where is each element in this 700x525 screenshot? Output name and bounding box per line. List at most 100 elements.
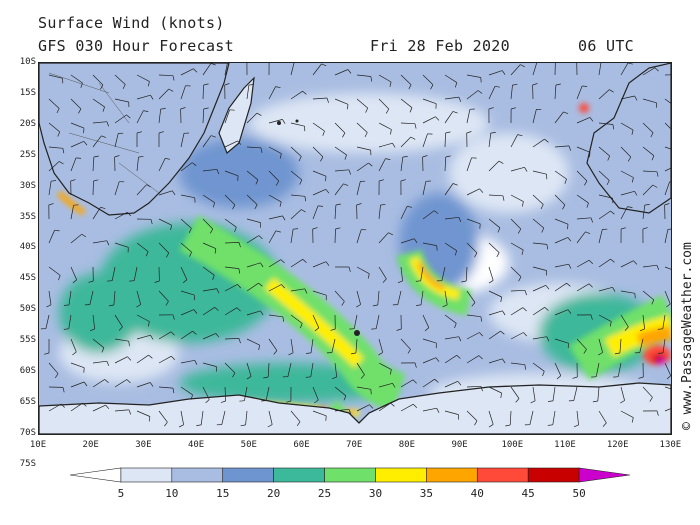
wind-barb <box>114 356 128 364</box>
wind-barb-flag <box>502 358 506 364</box>
wind-barb-flag <box>288 352 294 356</box>
wind-barb <box>48 230 55 244</box>
wind-barb-flag <box>330 328 336 331</box>
wind-barb <box>378 266 387 280</box>
credit-text: © www.PassageWeather.com <box>680 242 695 430</box>
wind-barb <box>510 64 521 76</box>
wind-barb <box>356 122 368 133</box>
wind-barb <box>312 188 326 196</box>
legend-value: 25 <box>317 487 332 500</box>
wind-barb-flag <box>642 227 648 230</box>
wind-barb <box>224 338 240 340</box>
wind-barb-flag <box>466 131 472 134</box>
wind-barb <box>597 386 600 402</box>
lat-label: 65S <box>19 396 36 407</box>
wind-barb-flag <box>325 261 330 266</box>
wind-barb <box>334 386 347 397</box>
wind-barb <box>664 181 670 196</box>
wind-barb <box>466 90 479 100</box>
wind-barb-flag <box>191 162 197 166</box>
wind-barb <box>664 167 671 172</box>
wind-barb-flag <box>627 156 632 162</box>
wind-barb <box>268 119 283 124</box>
wind-barb <box>48 181 52 196</box>
wind-barb <box>136 290 142 305</box>
wind-barb <box>334 408 349 412</box>
wind-barb <box>114 338 129 342</box>
wind-barb <box>510 266 522 278</box>
wind-barb <box>158 190 173 196</box>
wind-barb-flag <box>314 399 319 404</box>
wind-barb <box>422 133 428 148</box>
wind-barb <box>334 122 346 134</box>
wind-barb-flag <box>104 379 109 383</box>
wind-barb <box>92 379 105 388</box>
wind-barb <box>378 98 390 110</box>
wind-barb <box>92 180 94 196</box>
wind-barb-flag <box>502 195 505 201</box>
wind-barb-flag <box>546 336 550 342</box>
wind-barb <box>224 218 237 228</box>
wind-barb-flag <box>154 280 160 283</box>
wind-barb <box>246 146 262 149</box>
wind-barb-flag <box>650 132 654 138</box>
wind-barb-flag <box>474 420 478 426</box>
wind-barb-flag <box>545 285 550 290</box>
wind-barb-flag <box>258 345 260 351</box>
wind-barb <box>466 355 480 364</box>
wind-barb-flag <box>585 231 591 235</box>
wind-barb-flag <box>81 233 87 238</box>
wind-barb-flag <box>562 204 566 210</box>
wind-barb <box>400 379 414 388</box>
wind-barb-flag <box>524 364 526 370</box>
wind-barb <box>378 74 392 83</box>
wind-barb-flag <box>544 138 549 143</box>
wind-barb <box>422 378 435 388</box>
lon-label: 110E <box>554 440 576 450</box>
wind-barb <box>444 111 454 124</box>
wind-barb-flag <box>620 400 625 404</box>
wind-barb <box>400 338 411 350</box>
wind-barb <box>136 110 144 124</box>
wind-barb <box>397 290 402 305</box>
wind-barb <box>92 98 105 108</box>
wind-barb <box>642 122 654 133</box>
wind-barb-flag <box>293 228 299 230</box>
wind-barb <box>114 379 127 388</box>
wind-barb <box>202 84 204 100</box>
wind-barb <box>331 338 336 353</box>
wind-barb <box>444 336 459 340</box>
wind-barb-flag <box>627 63 633 65</box>
wind-barb-flag <box>170 225 172 231</box>
wind-barb-flag <box>567 309 572 314</box>
wind-barb-flag <box>136 304 141 308</box>
wind-barb <box>598 194 613 199</box>
wind-barb <box>510 362 525 366</box>
wind-barb <box>576 410 579 425</box>
wind-barb-flag <box>279 201 282 207</box>
wind-barb-flag <box>216 288 220 294</box>
wind-barb-flag <box>458 336 462 342</box>
wind-barb-flag <box>435 116 440 121</box>
wind-barb-flag <box>44 352 50 355</box>
wind-barb <box>290 146 302 157</box>
lat-label: 70S <box>19 427 36 438</box>
wind-barb-flag <box>150 219 153 225</box>
wind-barb <box>620 260 634 268</box>
wind-barb-flag <box>589 117 594 122</box>
wind-barb <box>488 194 504 197</box>
wind-barb <box>180 68 194 76</box>
wind-barb-flag <box>656 171 659 177</box>
wind-barb <box>202 386 210 400</box>
wind-barb <box>224 140 238 148</box>
wind-barb <box>180 85 186 100</box>
wind-barb <box>312 205 319 220</box>
wind-barb-flag <box>48 203 54 206</box>
wind-barb <box>576 170 588 182</box>
wind-barb <box>620 314 629 328</box>
wind-barb <box>180 133 185 148</box>
wind-barb <box>529 410 534 425</box>
wind-barb-flag <box>75 157 82 159</box>
wind-barb <box>466 410 478 422</box>
wind-barb <box>422 242 437 246</box>
